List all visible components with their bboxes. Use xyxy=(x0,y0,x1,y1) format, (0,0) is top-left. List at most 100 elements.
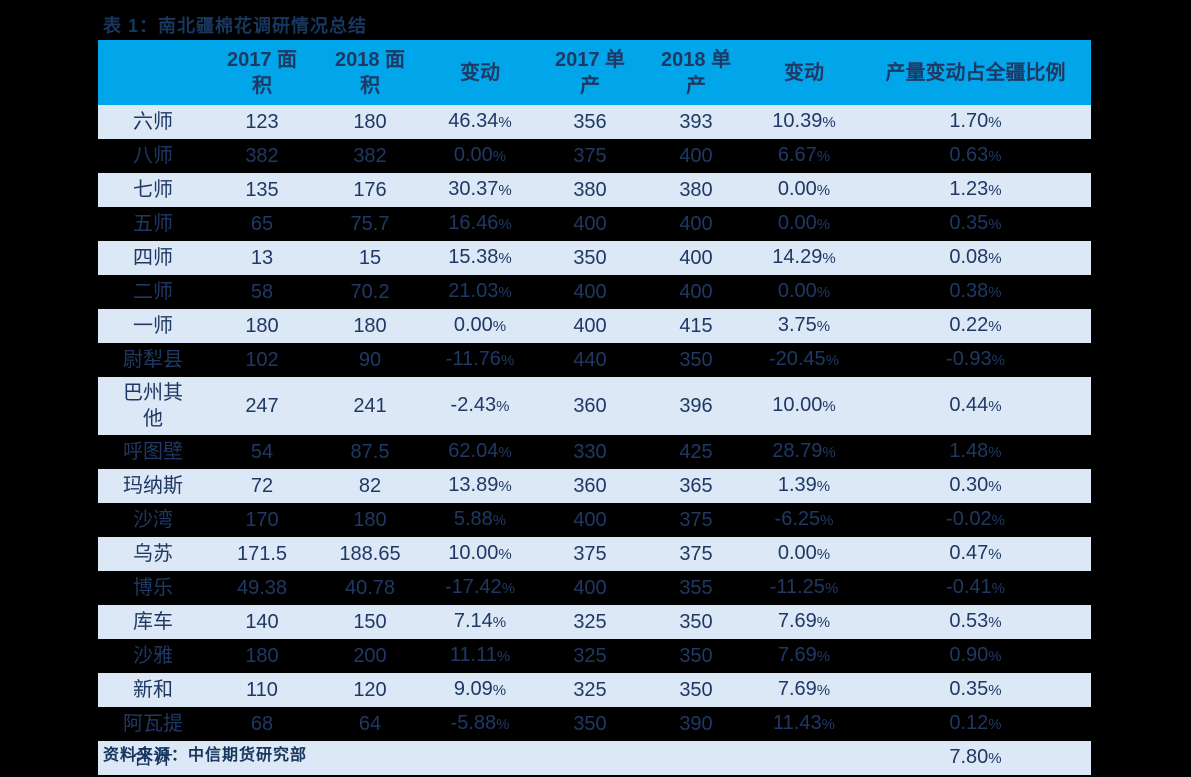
page-title: 表 1：南北疆棉花调研情况总结 xyxy=(103,16,368,36)
value-cell: 382 xyxy=(353,145,387,167)
header-cell: 2017 面 积 xyxy=(226,48,298,97)
value-cell: -2.43% xyxy=(450,394,510,416)
value-cell: 0.47% xyxy=(949,542,1002,564)
value-cell: 1.39% xyxy=(777,474,831,496)
value-cell: 400 xyxy=(573,577,607,599)
table-row: 乌苏 171.5 188.65 10.00% 375 375 0.00% 0.47% xyxy=(98,537,1091,571)
value-cell: 400 xyxy=(679,213,713,235)
value-cell: 400 xyxy=(679,145,713,167)
value-cell: 200 xyxy=(353,645,387,667)
percent-sign: % xyxy=(988,182,1002,199)
percent-sign: % xyxy=(822,398,836,415)
value-cell: 150 xyxy=(353,611,387,633)
value-cell: 28.79% xyxy=(772,440,836,462)
value-cell: 87.5 xyxy=(350,441,390,463)
value-cell: 1.70% xyxy=(949,110,1002,132)
value-cell: 68 xyxy=(250,713,274,735)
value-cell: 82 xyxy=(358,475,382,497)
header-cell: 2018 面 积 xyxy=(334,48,406,97)
table-row: 二师 58 70.2 21.03% 400 400 0.00% 0.38% xyxy=(98,275,1091,309)
value-cell: 64 xyxy=(358,713,382,735)
value-cell: 0.00% xyxy=(777,542,831,564)
row-label: 沙雅 xyxy=(133,645,173,667)
value-cell: 180 xyxy=(245,645,279,667)
value-cell: 16.46% xyxy=(448,212,512,234)
value-cell: 110 xyxy=(246,679,278,701)
value-cell: 375 xyxy=(679,509,713,531)
value-cell: 400 xyxy=(573,213,607,235)
percent-sign: % xyxy=(498,114,512,131)
source-note: 资料来源：中信期货研究部 xyxy=(103,747,308,764)
table-row: 沙雅 180 200 11.11% 325 350 7.69% 0.90% xyxy=(98,639,1091,673)
row-label: 二师 xyxy=(133,281,173,303)
value-cell: 10.00% xyxy=(772,394,836,416)
value-cell: 1.23% xyxy=(949,178,1002,200)
value-cell: 176 xyxy=(353,179,387,201)
value-cell: 11.11% xyxy=(449,644,511,666)
percent-sign: % xyxy=(492,318,507,335)
value-cell: 382 xyxy=(245,145,279,167)
value-cell: 62.04% xyxy=(448,440,512,462)
percent-sign: % xyxy=(822,250,836,267)
value-cell: 102 xyxy=(245,349,279,371)
percent-sign: % xyxy=(498,478,512,495)
value-cell: 360 xyxy=(573,395,607,417)
percent-sign: % xyxy=(492,614,507,631)
value-cell: 0.35% xyxy=(949,212,1002,234)
percent-sign: % xyxy=(498,216,512,233)
value-cell: 7.69% xyxy=(777,678,831,700)
header-cell: 变动 xyxy=(784,61,824,84)
value-cell: 350 xyxy=(679,611,713,633)
value-cell: -6.25% xyxy=(774,508,834,530)
percent-sign: % xyxy=(988,716,1002,733)
percent-sign: % xyxy=(988,284,1002,301)
percent-sign: % xyxy=(988,114,1002,131)
percent-sign: % xyxy=(816,682,831,699)
percent-sign: % xyxy=(816,478,831,495)
header-cell: 2018 单 产 xyxy=(660,48,732,97)
value-cell: 350 xyxy=(573,247,607,269)
value-cell: 7.80% xyxy=(949,746,1002,768)
value-cell: 170 xyxy=(245,509,279,531)
table-row: 阿瓦提 68 64 -5.88% 350 390 11.43% 0.12% xyxy=(98,707,1091,741)
header-cell xyxy=(98,40,208,105)
value-cell: 241 xyxy=(353,395,387,417)
table-row: 七师 135 176 30.37% 380 380 0.00% 1.23% xyxy=(98,173,1091,207)
percent-sign: % xyxy=(988,682,1002,699)
value-cell: 15.38% xyxy=(448,246,512,268)
value-cell: 140 xyxy=(245,611,279,633)
percent-sign: % xyxy=(816,284,831,301)
value-cell: 375 xyxy=(573,543,607,565)
percent-sign: % xyxy=(816,648,831,665)
value-cell: 1.48% xyxy=(949,440,1002,462)
row-label: 五师 xyxy=(133,213,173,235)
row-label: 新和 xyxy=(133,679,173,701)
percent-sign: % xyxy=(496,648,511,665)
value-cell: 3.75% xyxy=(777,314,831,336)
value-cell: 0.00% xyxy=(777,212,831,234)
percent-sign: % xyxy=(498,250,512,267)
percent-sign: % xyxy=(820,512,834,529)
value-cell: 13.89% xyxy=(448,474,512,496)
value-cell: 10.00% xyxy=(448,542,512,564)
percent-sign: % xyxy=(498,284,512,301)
value-cell: 120 xyxy=(353,679,387,701)
value-cell: 9.09% xyxy=(453,678,507,700)
table-row: 五师 65 75.7 16.46% 400 400 0.00% 0.35% xyxy=(98,207,1091,241)
percent-sign: % xyxy=(988,398,1002,415)
value-cell: 380 xyxy=(573,179,607,201)
percent-sign: % xyxy=(991,580,1005,597)
value-cell: 396 xyxy=(679,395,713,417)
row-label: 阿瓦提 xyxy=(123,713,183,735)
percent-sign: % xyxy=(492,512,507,529)
value-cell: 440 xyxy=(573,349,607,371)
value-cell: 365 xyxy=(679,475,713,497)
value-cell: 390 xyxy=(679,713,713,735)
value-cell: 46.34% xyxy=(448,110,512,132)
value-cell: 7.69% xyxy=(777,644,831,666)
value-cell: 5.88% xyxy=(453,508,507,530)
survey-table: 2017 面 积 2018 面 积 变动 2017 单 产 2018 单 产 变动 产量变动… xyxy=(98,40,1091,775)
table-row: 六师 123 180 46.34% 356 393 10.39% 1.70% xyxy=(98,105,1091,139)
value-cell: 325 xyxy=(573,679,607,701)
table-row: 八师 382 382 0.00% 375 400 6.67% 0.63% xyxy=(98,139,1091,173)
